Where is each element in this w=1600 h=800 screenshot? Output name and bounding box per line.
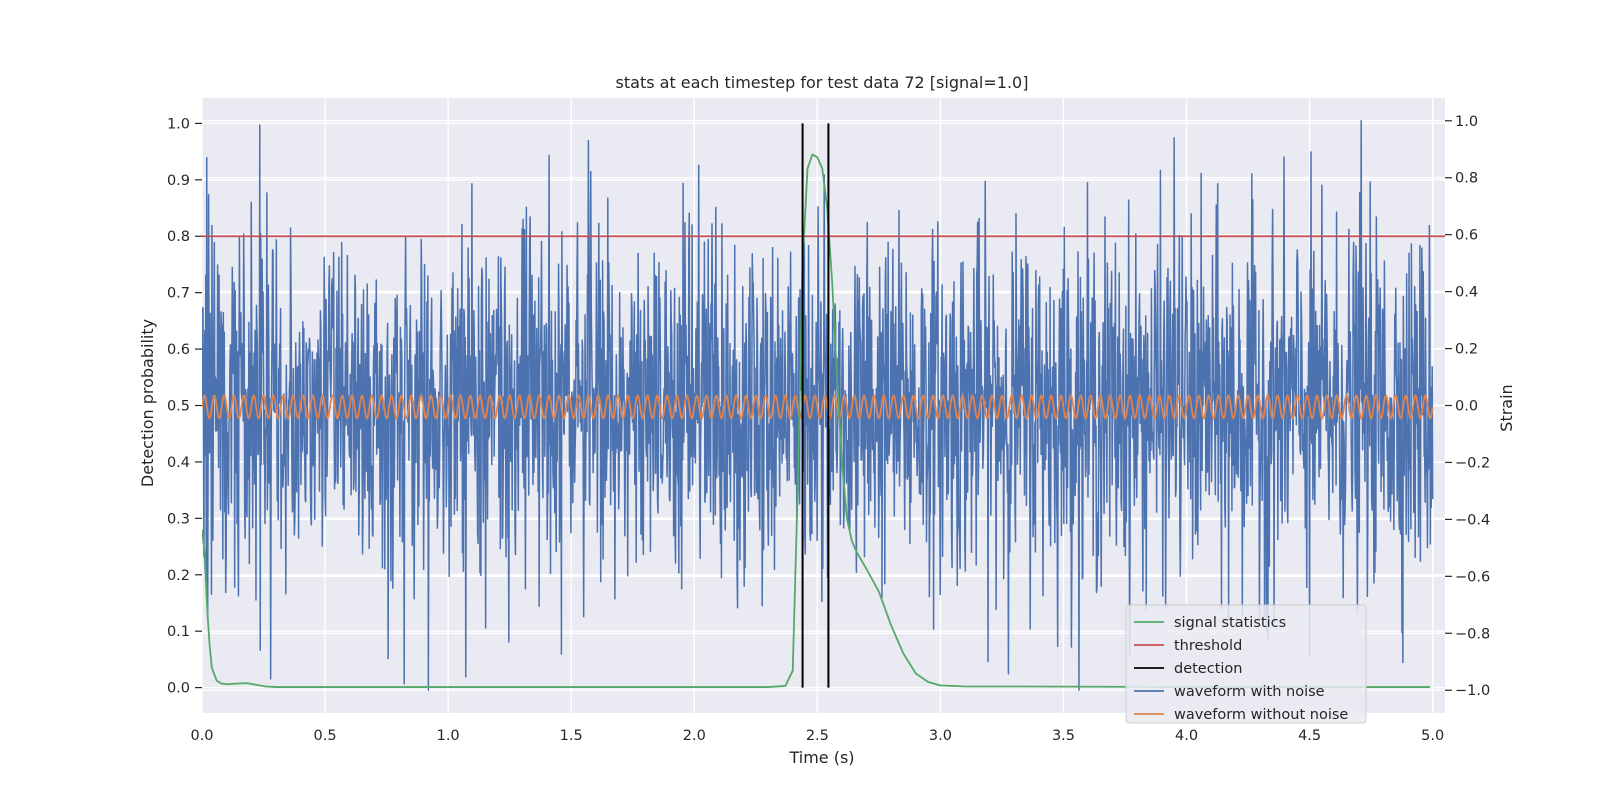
y2-tick-label: 0.2 [1455,342,1478,358]
y2-tick-label: 0.6 [1455,228,1478,244]
x-tick-label: 4.5 [1298,728,1321,744]
x-tick-label: 2.0 [683,728,706,744]
chart-title: stats at each timestep for test data 72 … [616,73,1029,92]
y2-axis-title: Strain [1497,384,1516,431]
series-signal-statistics [202,153,1431,688]
y-tick-label: 0.4 [167,455,190,471]
x-tick-label: 3.5 [1052,728,1075,744]
y2-tick-label: −0.6 [1455,569,1490,585]
y-tick-label: 0.6 [167,342,190,358]
y2-tick-label: 0.8 [1455,171,1478,187]
legend-label: waveform with noise [1174,684,1325,700]
y-axis-title: Detection probability [138,319,157,487]
y2-tick-label: −0.4 [1455,512,1490,528]
legend-label: waveform without noise [1174,707,1348,723]
y2-tick-label: 0.0 [1455,399,1478,415]
series-group [202,120,1445,691]
y-tick-label: 0.7 [167,286,190,302]
y-tick-label: 0.0 [167,681,190,697]
y-tick-label: 0.1 [167,624,190,640]
legend-box [1125,604,1367,724]
x-tick-label: 4.0 [1175,728,1198,744]
legend-label: detection [1174,661,1242,677]
y2-tick-label: −0.8 [1455,626,1490,642]
y2-tick-label: −1.0 [1455,683,1490,699]
x-tick-label: 3.0 [929,728,952,744]
y-tick-label: 0.8 [167,229,190,245]
ticks-group: 0.0 0.5 1.0 1.5 2.0 2.5 3.0 3.5 4.0 4.5 5.0 0.0 0.1 0… [167,114,1490,744]
y-tick-label: 0.3 [167,511,190,527]
legend-label: signal statistics [1174,615,1286,631]
legend: signal statistics threshold detection wavef… [1125,604,1367,724]
x-tick-label: 1.0 [437,728,460,744]
y-tick-label: 1.0 [167,116,190,132]
x-tick-label: 0.0 [190,728,213,744]
y2-tick-label: 0.4 [1455,285,1478,301]
x-tick-label: 5.0 [1421,728,1444,744]
y2-tick-label: 1.0 [1455,114,1478,130]
y-tick-label: 0.9 [167,173,190,189]
y-tick-label: 0.2 [167,568,190,584]
y-tick-label: 0.5 [167,399,190,415]
x-tick-label: 1.5 [560,728,583,744]
legend-label: threshold [1174,638,1242,654]
series-waveform-with-noise [202,120,1434,691]
x-axis-title: Time (s) [788,748,854,767]
x-tick-label: 0.5 [314,728,337,744]
series-waveform-without-noise [202,394,1434,420]
y2-tick-label: −0.2 [1455,455,1490,471]
x-tick-label: 2.5 [806,728,829,744]
